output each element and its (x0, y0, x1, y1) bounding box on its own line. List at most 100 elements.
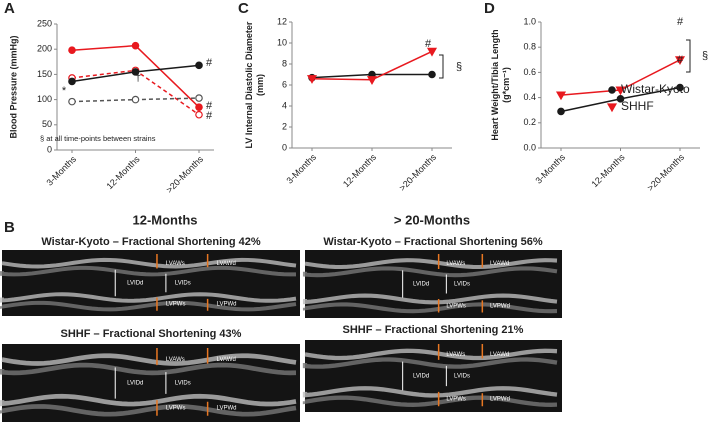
annotation: # (425, 38, 432, 50)
echo-label: LVPWd (217, 406, 237, 412)
echo-label: LVIDs (454, 374, 470, 380)
echo-label: LVPWs (166, 406, 186, 412)
echo-label: LVAWd (490, 261, 509, 267)
y-tick-label: 100 (37, 94, 52, 104)
echo-wall (0, 292, 297, 303)
echo-marker (156, 254, 209, 311)
y-tick-label: 12 (277, 16, 287, 26)
echo-label: LVPWd (490, 303, 510, 309)
y-axis-label: (mm) (255, 74, 265, 96)
echo-wall (302, 386, 558, 398)
echo-label: LVPWs (166, 302, 186, 308)
echo-label: LVPWs (446, 397, 466, 403)
echo-wall (0, 300, 297, 312)
data-point (131, 95, 140, 104)
y-tick-label: 6 (282, 79, 287, 89)
echo-label: LVAWd (490, 352, 509, 358)
echo-arrow (114, 367, 167, 399)
data-point (195, 110, 203, 119)
annotation: # (677, 54, 684, 66)
data-point (68, 77, 76, 86)
echo-marker (156, 348, 209, 416)
echo-label: LVIDd (127, 381, 143, 387)
data-point (674, 56, 686, 66)
panel-letter: B (4, 219, 15, 236)
x-tick-label: 12-Months (589, 152, 626, 189)
column-title: > 20-Months (394, 212, 470, 227)
echo-marker (437, 254, 484, 313)
echo-wall (0, 404, 297, 417)
echo-marker (437, 344, 484, 407)
legend-label: SHHF (621, 99, 654, 113)
echo-title: Wistar-Kyoto – Fractional Shortening 42% (41, 236, 261, 248)
data-point (615, 86, 626, 96)
column-title: 12-Months (133, 212, 198, 227)
data-point (68, 97, 76, 106)
annotation: * (62, 85, 67, 97)
echo-label: LVAWs (446, 261, 465, 267)
y-tick-label: 0 (282, 142, 287, 152)
y-axis-label: LV Internal Diastolic Diameter (244, 21, 254, 148)
echo-wall (302, 395, 558, 407)
echo-wall (0, 393, 297, 407)
echo-arrow (402, 270, 447, 298)
data-point (616, 95, 625, 103)
y-tick-label: 0.0 (523, 142, 536, 152)
data-point (131, 68, 140, 76)
x-tick-label: >20-Months (397, 152, 438, 193)
y-tick-label: 250 (37, 18, 52, 28)
panel-letter: A (4, 0, 15, 17)
panel-letter: D (484, 0, 495, 17)
x-tick-label: 12-Months (104, 154, 141, 191)
y-tick-label: 4 (282, 100, 287, 110)
echo-label: LVIDs (175, 281, 191, 287)
legend-label: Wistar-Kyoto (621, 82, 690, 96)
y-tick-label: 50 (42, 119, 52, 129)
echo-label: LVIDd (413, 282, 429, 288)
x-tick-label: >20-Months (645, 152, 686, 193)
data-point (195, 61, 203, 70)
echo-wall (304, 258, 558, 270)
echo-label: LVIDd (127, 281, 143, 287)
data-point (195, 94, 203, 102)
echo-label: LVAWd (217, 261, 236, 267)
y-tick-label: 0 (47, 144, 52, 154)
echo-label: LVPWd (490, 397, 510, 403)
echo-title: Wistar-Kyoto – Fractional Shortening 56% (323, 236, 543, 248)
echo-wall (302, 357, 558, 369)
y-tick-label: 200 (37, 44, 52, 54)
data-point (676, 83, 684, 92)
echo-title: SHHF – Fractional Shortening 21% (343, 324, 524, 336)
bracket (686, 39, 691, 73)
y-tick-label: 2 (282, 121, 287, 131)
echo-arrow (114, 269, 167, 297)
panel-letter: C (238, 0, 249, 17)
y-axis-label: Heart Weight/Tibia Length (490, 29, 500, 140)
annotation: # (206, 100, 213, 112)
x-tick-label: 3-Months (533, 152, 567, 186)
data-point (557, 107, 565, 116)
echo-label: LVIDs (454, 282, 470, 288)
x-tick-label: 3-Months (44, 154, 78, 188)
y-tick-label: 0.8 (523, 42, 536, 52)
echo-wall (1, 353, 297, 366)
echo-label: LVIDs (175, 381, 191, 387)
echo-wall (302, 293, 558, 305)
data-point (131, 41, 140, 50)
y-tick-label: 8 (282, 58, 287, 68)
data-point (306, 75, 318, 84)
x-tick-label: >20-Months (164, 154, 205, 195)
legend-marker (606, 103, 618, 113)
echo-label: LVPWs (446, 303, 466, 309)
y-tick-label: 0.4 (523, 92, 536, 102)
y-tick-label: 10 (277, 37, 287, 47)
annotation: # (206, 110, 213, 122)
data-point (428, 70, 436, 79)
y-axis-label: (g*cm⁻¹) (501, 67, 511, 103)
x-tick-label: 3-Months (284, 152, 318, 186)
data-point (555, 91, 567, 101)
echo-wall (0, 362, 297, 376)
echo-title: SHHF – Fractional Shortening 43% (61, 328, 242, 340)
echo-label: LVIDd (413, 374, 429, 380)
